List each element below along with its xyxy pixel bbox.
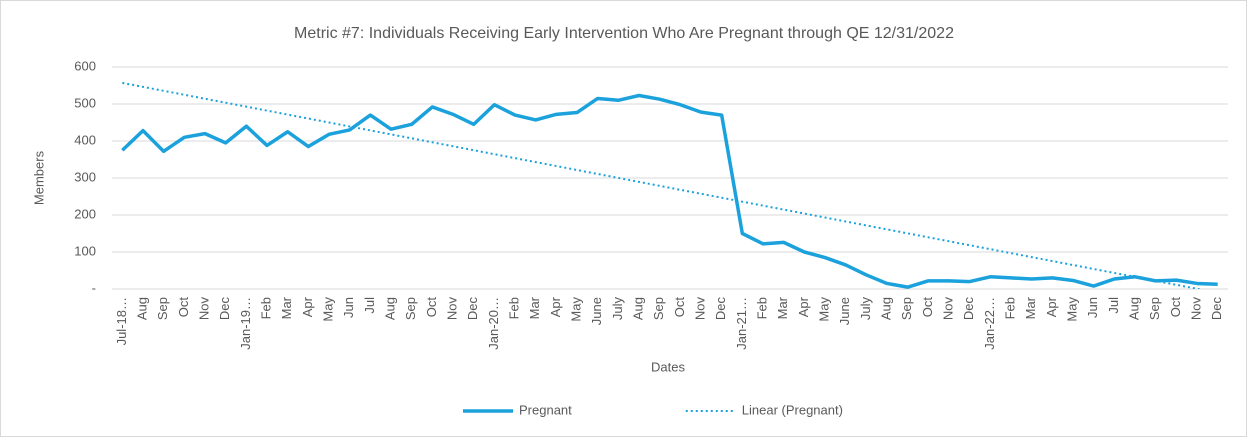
plot-area: [121, 81, 1218, 289]
x-tick-label: Sep: [155, 297, 170, 320]
x-tick-label: Feb: [1002, 297, 1017, 319]
x-tick-label: Sep: [651, 297, 666, 320]
x-tick-label: Feb: [506, 297, 521, 319]
x-tick-label: Nov: [444, 297, 459, 321]
x-tick-label: June: [589, 297, 604, 325]
y-tick-label: 200: [74, 206, 96, 221]
x-tick-label: Apr: [300, 296, 315, 317]
x-tick-label: July: [858, 297, 873, 321]
x-tick-label: Nov: [1188, 297, 1203, 321]
x-tick-label: Nov: [692, 297, 707, 321]
y-tick-label: 100: [74, 243, 96, 258]
x-tick-label: Mar: [279, 296, 294, 319]
x-tick-label: June: [837, 297, 852, 325]
x-tick-label: July: [610, 297, 625, 321]
x-tick-label: Apr: [796, 296, 811, 317]
x-tick-label: Sep: [403, 297, 418, 320]
x-tick-label: Dec: [217, 297, 232, 321]
y-axis-label: Members: [31, 150, 46, 205]
y-tick-label: 500: [74, 95, 96, 110]
x-tick-label: Mar: [1023, 296, 1038, 319]
x-tick-label: Jul: [362, 297, 377, 314]
x-tick-label: Aug: [382, 297, 397, 320]
x-tick-label: Jan-20…: [486, 297, 501, 350]
x-tick-label: Oct: [176, 297, 191, 318]
x-tick-label: Jan-22…: [982, 297, 997, 350]
x-tick-label: Jan-19…: [238, 297, 253, 350]
x-tick-label: Apr: [1044, 296, 1059, 317]
x-tick-label: Dec: [1209, 297, 1224, 321]
x-tick-label: Sep: [1147, 297, 1162, 320]
x-tick-label: Feb: [258, 297, 273, 319]
x-tick-label: Aug: [630, 297, 645, 320]
x-tick-label: Aug: [1126, 297, 1141, 320]
x-tick-label: Jan-21…: [734, 297, 749, 350]
data-line: [121, 93, 1218, 289]
x-tick-label: Sep: [899, 297, 914, 320]
x-tick-label: Jul-18…: [114, 297, 129, 345]
trend-line: [122, 81, 1204, 289]
x-tick-label: Feb: [754, 297, 769, 319]
x-tick-label: Jun: [1085, 297, 1100, 318]
x-tick-label: Nov: [196, 297, 211, 321]
x-tick-label: Oct: [1168, 297, 1183, 318]
y-tick-label: 300: [74, 169, 96, 184]
chart-title: Metric #7: Individuals Receiving Early I…: [294, 25, 954, 42]
x-tick-label: Dec: [465, 297, 480, 321]
x-tick-label: May: [320, 297, 335, 322]
x-tick-label: May: [568, 297, 583, 322]
y-tick-label: -: [92, 280, 96, 295]
x-axis-label: Dates: [651, 359, 685, 374]
x-tick-label: Mar: [775, 296, 790, 319]
x-tick-label: Aug: [134, 297, 149, 320]
x-tick-label: Dec: [961, 297, 976, 321]
x-tick-label: Jun: [341, 297, 356, 318]
x-tick-label: Nov: [940, 297, 955, 321]
x-tick-label: Jul: [1106, 297, 1121, 314]
x-tick-label: May: [1064, 297, 1079, 322]
x-tick-label: Apr: [548, 296, 563, 317]
x-tick-label: Dec: [713, 297, 728, 321]
x-tick-label: Mar: [527, 296, 542, 319]
x-tick-label: Oct: [672, 297, 687, 318]
x-tick-label: Oct: [920, 297, 935, 318]
y-tick-label: 600: [74, 58, 96, 73]
legend-label: Linear (Pregnant): [742, 402, 843, 417]
y-tick-label: 400: [74, 132, 96, 147]
x-tick-label: May: [816, 297, 831, 322]
x-tick-label: Aug: [878, 297, 893, 320]
x-tick-label: Oct: [424, 297, 439, 318]
legend-label: Pregnant: [519, 402, 572, 417]
